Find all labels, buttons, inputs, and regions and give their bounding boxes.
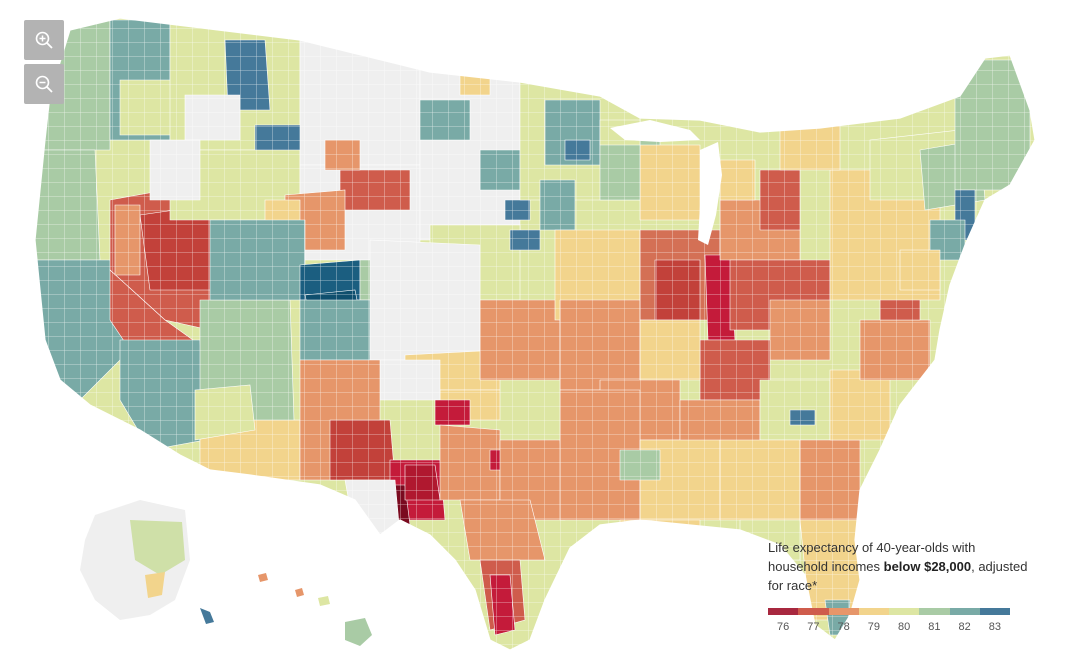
county-region[interactable] [559, 299, 641, 391]
county-region[interactable] [194, 384, 256, 441]
legend-tick-label: 83 [988, 621, 1001, 633]
county-region[interactable] [404, 464, 441, 501]
zoom-in-button[interactable] [24, 20, 64, 60]
zoom-in-icon [35, 31, 53, 49]
county-region[interactable] [619, 449, 661, 481]
county-region[interactable] [699, 339, 771, 401]
county-region[interactable] [324, 139, 361, 171]
county-region[interactable] [654, 259, 701, 321]
lake-superior [610, 120, 700, 142]
county-region[interactable] [30, 149, 101, 261]
legend-tick-label: 77 [807, 621, 820, 633]
legend-swatch [798, 608, 829, 615]
us-outline [34, 17, 1036, 651]
legend-tick-label: 78 [837, 621, 850, 633]
county-region[interactable] [509, 229, 541, 251]
county-region[interactable] [639, 319, 701, 381]
county-region[interactable] [434, 399, 471, 426]
county-region[interactable] [369, 239, 481, 361]
legend-swatch [828, 608, 859, 615]
county-region[interactable] [779, 119, 841, 171]
county-region[interactable] [184, 94, 241, 141]
legend-title: Life expectancy of 40-year-olds with hou… [768, 538, 1038, 595]
county-region[interactable] [209, 219, 306, 301]
county-region[interactable] [769, 299, 831, 361]
county-region[interactable] [539, 179, 576, 231]
legend-scale: 76 77 78 79 80 81 82 83 [768, 608, 1010, 637]
county-region[interactable] [759, 169, 801, 231]
county-region[interactable] [459, 69, 491, 96]
alaska-region [145, 572, 165, 598]
hawaii-island [318, 596, 330, 606]
county-region[interactable] [349, 534, 431, 561]
county-region[interactable] [299, 299, 371, 361]
county-region[interactable] [719, 439, 801, 521]
hawaii [258, 573, 372, 646]
lake-michigan [698, 142, 722, 245]
legend-tick-label: 82 [958, 621, 971, 633]
legend-tick-label: 81 [928, 621, 941, 633]
county-region[interactable] [119, 339, 206, 451]
legend-ticks: 76 77 78 79 80 81 82 83 [768, 618, 1010, 637]
legend-swatch [919, 608, 950, 615]
county-region[interactable] [859, 319, 931, 381]
legend-swatch [889, 608, 920, 615]
legend-swatch [949, 608, 980, 615]
county-region[interactable] [479, 299, 561, 381]
county-region[interactable] [504, 199, 531, 221]
legend-swatches [768, 608, 1010, 615]
county-region[interactable] [619, 519, 701, 561]
county-region[interactable] [114, 204, 141, 276]
zoom-out-icon [35, 75, 53, 93]
alaska [80, 500, 214, 624]
county-region[interactable] [419, 99, 471, 141]
county-region[interactable] [479, 149, 521, 191]
county-region[interactable] [119, 79, 176, 136]
zoom-out-button[interactable] [24, 64, 64, 104]
legend-title-bold: below $28,000 [883, 559, 972, 574]
legend-title-part1: Life expectancy of 40-year-olds with hou… [768, 540, 976, 574]
legend-title-part2: , adjusted for race* [768, 559, 1028, 593]
alaska-region [200, 608, 214, 624]
legend-swatch [768, 608, 799, 615]
county-region[interactable] [799, 439, 861, 521]
county-region[interactable] [149, 139, 201, 201]
alaska-region [130, 520, 185, 575]
county-region[interactable] [719, 159, 756, 201]
county-region[interactable] [829, 369, 891, 441]
legend-tick-label: 76 [777, 621, 790, 633]
legend-tick-label: 79 [867, 621, 880, 633]
county-region[interactable] [639, 144, 701, 221]
county-region[interactable] [339, 169, 411, 211]
county-region[interactable] [789, 409, 816, 426]
county-region[interactable] [379, 359, 441, 401]
hawaii-island [258, 573, 268, 582]
legend: Life expectancy of 40-year-olds with hou… [768, 538, 1038, 633]
hawaii-island [295, 588, 304, 597]
county-region[interactable] [459, 499, 546, 561]
hawaii-island [345, 618, 372, 646]
county-region[interactable] [564, 139, 591, 161]
county-region[interactable] [329, 419, 396, 481]
legend-swatch [858, 608, 889, 615]
legend-swatch [979, 608, 1010, 615]
legend-tick-label: 80 [898, 621, 911, 633]
county-region[interactable] [899, 249, 941, 291]
